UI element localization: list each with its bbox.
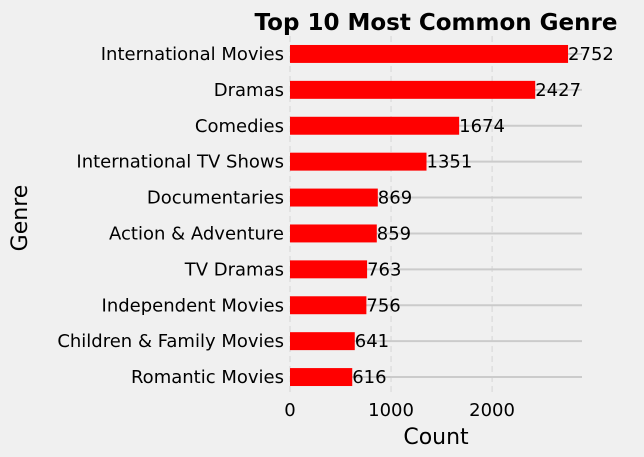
y-tick-label-5: Documentaries: [147, 188, 284, 209]
bar-3: [290, 116, 460, 135]
data-label-1: 2752: [568, 44, 614, 65]
data-label-4: 1351: [427, 152, 473, 173]
data-label-5: 869: [378, 188, 412, 209]
data-label-10: 616: [352, 367, 386, 388]
bar-7: [290, 260, 368, 279]
bar-10: [290, 368, 353, 387]
y-tick-label-3: Comedies: [195, 116, 284, 137]
x-axis-title: Count: [403, 425, 469, 450]
data-label-6: 859: [377, 223, 411, 244]
bar-1: [290, 44, 569, 63]
chart-title: Top 10 Most Common Genre: [255, 10, 618, 36]
bar-4: [290, 152, 427, 171]
data-label-8: 756: [366, 295, 400, 316]
y-tick-label-7: TV Dramas: [184, 259, 284, 280]
x-tick-label-3: 2000: [469, 400, 515, 421]
data-label-9: 641: [355, 331, 389, 352]
data-label-3: 1674: [459, 116, 505, 137]
bar-2: [290, 80, 536, 99]
bar-9: [290, 332, 355, 351]
y-axis-title: Genre: [8, 185, 33, 252]
y-tick-label-4: International TV Shows: [76, 152, 284, 173]
bar-8: [290, 296, 367, 315]
y-tick-label-1: International Movies: [101, 44, 284, 65]
data-label-2: 2427: [535, 80, 581, 101]
data-labels: 2752 2427 1674 1351 869 859 763 756 641 616: [352, 44, 614, 388]
bars: [290, 44, 569, 387]
x-axis-tick-labels: 0 1000 2000: [284, 400, 515, 421]
x-tick-label-1: 0: [284, 400, 295, 421]
data-label-7: 763: [367, 259, 401, 280]
y-tick-label-8: Independent Movies: [102, 295, 284, 316]
y-tick-label-9: Children & Family Movies: [57, 331, 284, 352]
bar-5: [290, 188, 378, 207]
y-tick-label-2: Dramas: [214, 80, 284, 101]
y-tick-label-10: Romantic Movies: [131, 367, 284, 388]
y-axis-tick-labels: International Movies Dramas Comedies Intern…: [57, 44, 284, 388]
x-tick-label-2: 1000: [368, 400, 414, 421]
bar-6: [290, 224, 377, 243]
y-tick-label-6: Action & Adventure: [109, 223, 284, 244]
